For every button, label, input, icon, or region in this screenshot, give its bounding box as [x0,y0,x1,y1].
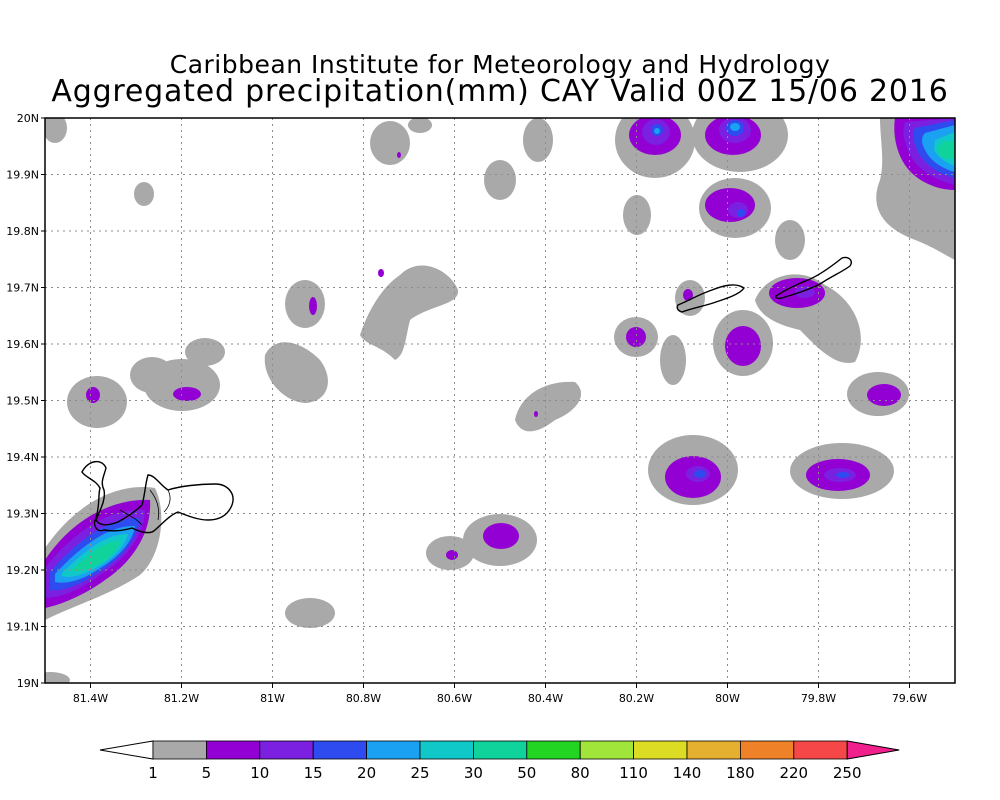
grand-cayman-outline [81,461,234,534]
colorbar-swatch [205,740,261,760]
y-tick-label: 19N [17,677,39,690]
y-tick-label: 19.1N [6,621,39,634]
title-line-2: Aggregated precipitation(mm) CAY Valid 0… [51,74,949,109]
colorbar-legend: 1 5 10 15 20 25 30 50 80 110 140 180 220 250 [99,740,900,782]
colorbar-swatch [793,740,848,760]
x-axis-tick-labels: 81.4W 81.2W 81W 80.8W 80.6W 80.4W 80.2W 80W 79.8… [73,683,927,705]
colorbar-swatch [472,740,528,760]
colorbar-swatch [366,740,421,760]
colorbar-label: 250 [833,764,862,782]
colorbar-label: 10 [250,764,269,782]
colorbar-swatch [740,740,795,760]
little-cayman-outline [676,284,745,313]
precip-areas-30-50 [72,141,955,572]
colorbar-label: 140 [673,764,702,782]
x-tick-label: 80.8W [346,692,381,705]
coastlines [81,256,852,534]
colorbar-high-arrow [846,740,900,760]
y-tick-label: 19.6N [6,338,39,351]
y-tick-label: 19.4N [6,451,39,464]
x-tick-label: 80.6W [437,692,472,705]
colorbar-swatch [579,740,635,760]
precip-areas-light [45,118,955,683]
x-tick-label: 80W [715,692,740,705]
colorbar-swatch [633,740,688,760]
colorbar-label: 20 [357,764,376,782]
x-tick-label: 81.4W [73,692,108,705]
graticule [45,118,955,683]
colorbar-label: 50 [517,764,536,782]
colorbar-label: 25 [410,764,429,782]
x-tick-label: 80.4W [528,692,563,705]
colorbar-label: 1 [148,764,158,782]
colorbar-label: 15 [304,764,323,782]
colorbar-label: 5 [202,764,212,782]
cayman-brac-outline [775,256,852,300]
colorbar-label: 30 [464,764,483,782]
precipitation-field [45,118,955,683]
grand-cayman-inner-outline [119,489,171,526]
colorbar-label: 220 [779,764,808,782]
y-tick-label: 19.3N [6,508,39,521]
y-tick-label: 19.9N [6,169,39,182]
x-tick-label: 79.6W [892,692,927,705]
x-tick-label: 79.8W [801,692,836,705]
colorbar-label: 80 [571,764,590,782]
y-tick-label: 19.2N [6,564,39,577]
colorbar-swatch [259,740,314,760]
y-axis-tick-labels: 20N 19.9N 19.8N 19.7N 19.6N 19.5N 19.4N 19.3N 19… [6,112,45,690]
colorbar-label: 110 [619,764,648,782]
x-tick-label: 81.2W [164,692,199,705]
colorbar-label: 180 [726,764,755,782]
colorbar-swatch [686,740,741,760]
x-tick-label: 81W [260,692,285,705]
x-tick-label: 80.2W [619,692,654,705]
y-tick-label: 19.8N [6,225,39,238]
colorbar-swatch [419,740,474,760]
colorbar-swatch [526,740,581,760]
colorbar-low-arrow [99,740,154,760]
y-tick-label: 19.7N [6,282,39,295]
colorbar-swatch [312,740,368,760]
y-tick-label: 19.5N [6,395,39,408]
colorbar-swatch [152,740,207,760]
title-line-1: Caribbean Institute for Meteorology and … [169,50,831,79]
y-tick-label: 20N [17,112,39,125]
